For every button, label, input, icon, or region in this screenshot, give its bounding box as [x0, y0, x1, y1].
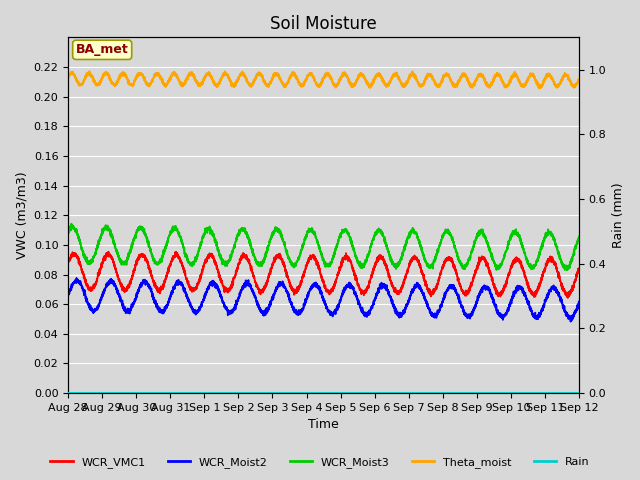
- Theta_moist: [207, 74, 215, 80]
- WCR_VMC1: [575, 266, 582, 272]
- WCR_Moist2: [373, 291, 381, 297]
- Theta_moist: [382, 84, 390, 89]
- WCR_Moist2: [527, 307, 534, 313]
- WCR_Moist3: [373, 227, 381, 233]
- Rain: [575, 390, 583, 396]
- Line: WCR_VMC1: WCR_VMC1: [68, 252, 579, 298]
- WCR_Moist2: [567, 319, 575, 324]
- WCR_VMC1: [174, 252, 182, 258]
- X-axis label: Time: Time: [308, 419, 339, 432]
- WCR_Moist2: [575, 299, 582, 304]
- WCR_VMC1: [564, 295, 572, 300]
- Rain: [373, 390, 381, 396]
- WCR_VMC1: [382, 263, 390, 269]
- Y-axis label: VWC (m3/m3): VWC (m3/m3): [15, 171, 28, 259]
- WCR_Moist3: [64, 229, 72, 235]
- WCR_VMC1: [104, 249, 112, 254]
- Legend: WCR_VMC1, WCR_Moist2, WCR_Moist3, Theta_moist, Rain: WCR_VMC1, WCR_Moist2, WCR_Moist3, Theta_…: [46, 452, 594, 472]
- Theta_moist: [373, 72, 381, 78]
- Theta_moist: [527, 71, 534, 76]
- Title: Soil Moisture: Soil Moisture: [270, 15, 377, 33]
- WCR_Moist3: [575, 235, 582, 241]
- WCR_Moist3: [207, 227, 215, 232]
- Theta_moist: [536, 85, 543, 91]
- Text: BA_met: BA_met: [76, 43, 129, 56]
- Rain: [382, 390, 390, 396]
- Rain: [575, 390, 582, 396]
- Rain: [527, 390, 534, 396]
- Theta_moist: [575, 77, 582, 83]
- Theta_moist: [575, 76, 583, 82]
- WCR_Moist3: [174, 229, 182, 235]
- WCR_Moist2: [73, 275, 81, 281]
- WCR_Moist3: [575, 233, 583, 239]
- WCR_Moist3: [563, 267, 571, 273]
- WCR_Moist2: [207, 281, 215, 287]
- WCR_Moist3: [382, 243, 390, 249]
- Line: WCR_Moist2: WCR_Moist2: [68, 278, 579, 322]
- WCR_Moist2: [64, 293, 72, 299]
- Rain: [173, 390, 181, 396]
- Line: WCR_Moist3: WCR_Moist3: [68, 224, 579, 270]
- WCR_VMC1: [64, 260, 72, 265]
- WCR_VMC1: [207, 252, 215, 257]
- WCR_Moist2: [575, 302, 583, 308]
- WCR_Moist3: [68, 221, 76, 227]
- Theta_moist: [86, 69, 93, 74]
- WCR_Moist3: [527, 264, 534, 270]
- WCR_VMC1: [527, 287, 534, 293]
- WCR_VMC1: [373, 257, 381, 263]
- Y-axis label: Rain (mm): Rain (mm): [612, 182, 625, 248]
- Theta_moist: [64, 75, 72, 81]
- WCR_VMC1: [575, 266, 583, 272]
- Theta_moist: [174, 75, 182, 81]
- Line: Theta_moist: Theta_moist: [68, 72, 579, 88]
- WCR_Moist2: [174, 281, 182, 287]
- WCR_Moist2: [382, 284, 390, 290]
- Rain: [64, 390, 72, 396]
- Rain: [207, 390, 214, 396]
